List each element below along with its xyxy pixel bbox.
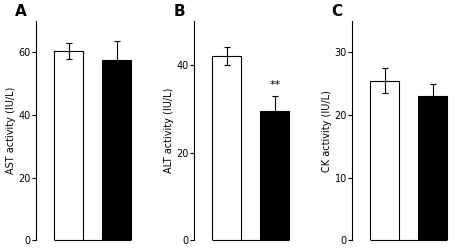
Y-axis label: AST activity (IU/L): AST activity (IU/L): [6, 87, 16, 174]
Bar: [419, 96, 447, 240]
Y-axis label: CK activity (IU/L): CK activity (IU/L): [321, 90, 331, 172]
Text: **: **: [269, 80, 281, 90]
Text: A: A: [15, 4, 27, 19]
Bar: [260, 111, 290, 240]
Text: C: C: [331, 4, 343, 19]
Bar: [54, 51, 83, 240]
Text: B: B: [173, 4, 185, 19]
Bar: [212, 56, 241, 240]
Bar: [370, 81, 399, 240]
Bar: [102, 60, 131, 240]
Y-axis label: ALT activity (IU/L): ALT activity (IU/L): [164, 88, 173, 173]
